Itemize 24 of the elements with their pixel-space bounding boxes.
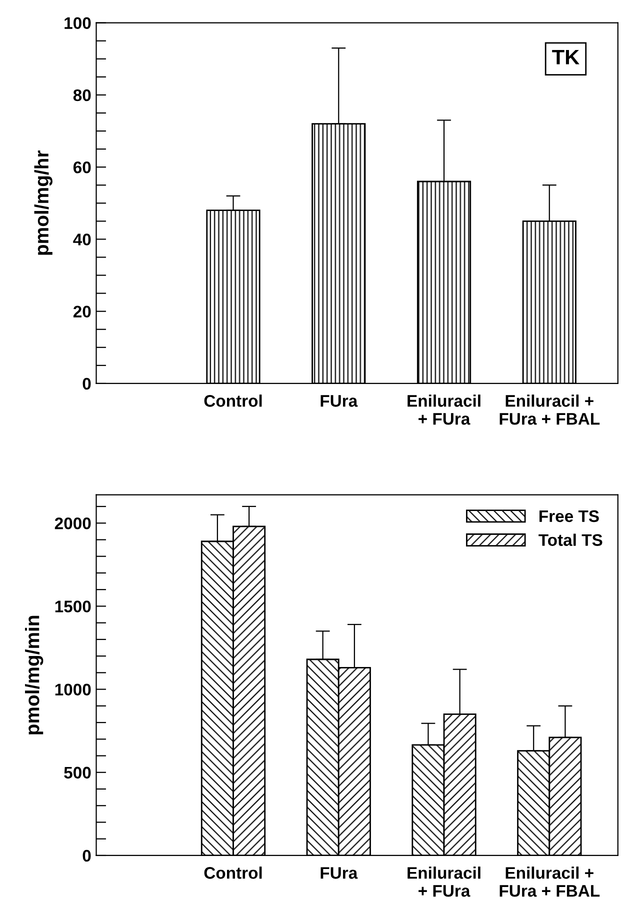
y-tick-label: 0 bbox=[82, 378, 91, 390]
y-tick-label: 1000 bbox=[55, 684, 91, 696]
y-tick-label: 0 bbox=[82, 850, 91, 862]
x-tick-label: Control bbox=[204, 866, 262, 879]
legend-label: Total TS bbox=[538, 534, 602, 546]
x-tick-label: FUra bbox=[320, 867, 358, 879]
x-tick-label: Eniluracil + FUra bbox=[408, 866, 480, 897]
y-tick-label: 20 bbox=[73, 306, 91, 318]
x-tick-label: Eniluracil + FUra bbox=[408, 394, 480, 425]
y-axis-title: pmol/mg/hr bbox=[34, 150, 52, 255]
x-tick-label: Eniluracil + FUra + FBAL bbox=[500, 866, 600, 897]
y-tick-label: 60 bbox=[73, 161, 91, 174]
x-tick-label: FUra bbox=[320, 395, 358, 407]
x-tick-label: Control bbox=[204, 394, 262, 407]
y-axis-title: pmol/mg/min bbox=[25, 616, 44, 734]
y-tick-label: 2000 bbox=[54, 518, 91, 530]
y-tick-label: 40 bbox=[73, 234, 91, 246]
y-tick-label: 1500 bbox=[55, 600, 91, 612]
y-tick-label: 500 bbox=[64, 766, 91, 779]
x-tick-label: Eniluracil + FUra + FBAL bbox=[500, 394, 600, 425]
annotation: TK bbox=[552, 50, 580, 64]
legend-label: Free TS bbox=[540, 510, 599, 522]
y-tick-label: 100 bbox=[64, 17, 91, 30]
y-tick-label: 80 bbox=[73, 89, 91, 102]
